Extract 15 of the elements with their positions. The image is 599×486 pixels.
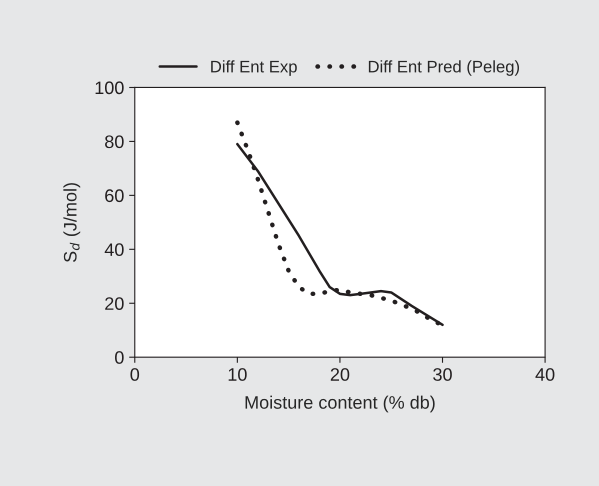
y-tick-label: 0 (115, 351, 124, 364)
x-tick-label: 30 (433, 368, 452, 381)
x-tick-label: 10 (228, 368, 247, 381)
y-tick-label: 100 (96, 81, 124, 94)
legend-label: Diff Ent Pred (Peleg) (368, 60, 520, 76)
y-tick-label: 80 (105, 135, 124, 148)
x-axis-title: Moisture content (% db) (246, 396, 435, 412)
x-tick-label: 20 (330, 368, 350, 381)
legend-label: Diff Ent Exp (211, 60, 297, 76)
y-tick-label: 20 (105, 297, 124, 310)
x-tick-label: 40 (535, 368, 554, 381)
y-tick-label: 60 (105, 189, 124, 202)
y-tick-label: 40 (104, 243, 124, 256)
x-tick-label: 0 (130, 368, 140, 381)
y-axis-title: S$_{d}$ (J/mol) (63, 183, 80, 262)
